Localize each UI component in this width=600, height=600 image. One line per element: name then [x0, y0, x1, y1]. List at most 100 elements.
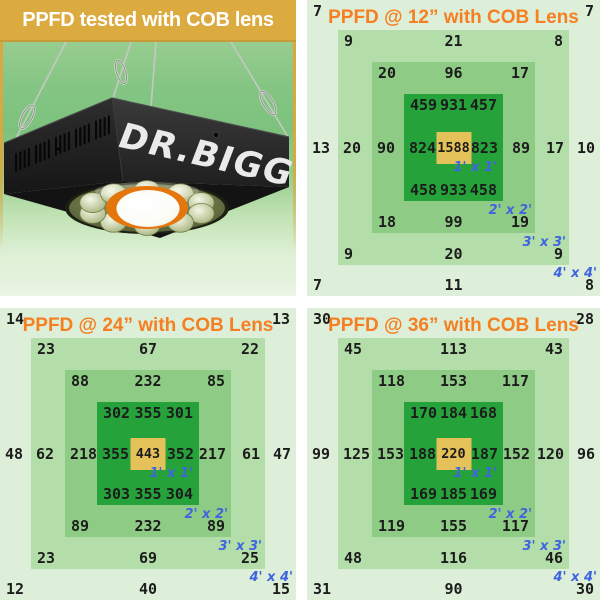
ppfd-value-tl: 45: [344, 340, 363, 358]
ppfd-value-l: 62: [36, 444, 55, 463]
ppfd-grid-24in: PPFD @ 24” with COB Lens 302 355 301 355 352…: [0, 308, 296, 600]
ppfd-value-t: 21: [444, 32, 463, 50]
ppfd-value-bl: 89: [71, 517, 90, 535]
zone-label-2x2: 3' x 3': [522, 235, 567, 250]
ppfd-value-bl: 48: [344, 549, 363, 567]
center-value: 443: [130, 437, 166, 470]
ppfd-value-bl: 169: [410, 485, 438, 503]
ppfd-value-l: 125: [343, 444, 371, 463]
ppfd-value-bl: 9: [344, 245, 354, 263]
ppfd-value-r: 96: [576, 445, 595, 463]
ppfd-value-br: 9: [553, 245, 563, 263]
vent-slots: [14, 115, 110, 173]
zone-label-1x1: 4' x 4': [249, 570, 294, 585]
zone-label-2x2: 3' x 3': [522, 539, 567, 554]
ppfd-value-tr: 13: [271, 310, 290, 328]
ppfd-value-l: 20: [343, 138, 362, 157]
ppfd-value-br: 89: [206, 517, 225, 535]
zone-ring-3x3: 170 184 168 188 187 169 185 169 1' x 1' 220 118 153…: [338, 338, 569, 569]
zone-ring-3x3: 302 355 301 355 352 303 355 304 1' x 1' 443 88 232 8…: [31, 338, 265, 569]
ppfd-value-tl: 20: [378, 64, 397, 82]
zone-label-1x1: 4' x 4': [553, 266, 598, 281]
led-array: [65, 180, 229, 236]
ppfd-value-r: 17: [545, 138, 564, 157]
ppfd-value-tl: 88: [71, 372, 90, 390]
ppfd-value-bl: 23: [37, 549, 56, 567]
ppfd-value-t: 931: [439, 96, 468, 114]
ppfd-value-tr: 117: [501, 372, 529, 390]
grid-title: PPFD @ 36” with COB Lens: [328, 315, 579, 336]
ppfd-value-b: 116: [439, 549, 468, 567]
grid-title: PPFD @ 12” with COB Lens: [328, 7, 579, 28]
ppfd-value-tl: 302: [103, 404, 131, 422]
ppfd-value-r: 823: [470, 138, 498, 157]
ppfd-value-r: 47: [272, 445, 291, 463]
zone-label-4x4: 1' x 1': [453, 465, 498, 481]
ppfd-value-tr: 28: [575, 310, 594, 328]
ppfd-value-bl: 303: [103, 485, 131, 503]
ppfd-value-l: 355: [102, 444, 130, 463]
zone-label-4x4: 1' x 1': [453, 160, 498, 176]
ppfd-value-t: 232: [134, 372, 162, 390]
center-value: 220: [436, 437, 471, 470]
ppfd-value-l: 48: [5, 445, 24, 463]
ppfd-value-r: 10: [576, 139, 595, 157]
ppfd-value-r: 352: [166, 444, 194, 463]
zone-label-3x3: 2' x 2': [184, 507, 229, 522]
ppfd-value-br: 46: [544, 549, 563, 567]
ppfd-value-bl: 119: [378, 517, 406, 535]
ppfd-value-tr: 17: [510, 64, 529, 82]
ppfd-value-l: 13: [312, 139, 331, 157]
cob-lens: [116, 190, 180, 227]
ppfd-value-tr: 22: [240, 340, 259, 358]
grid-title: PPFD @ 24” with COB Lens: [22, 315, 274, 336]
ppfd-value-tr: 301: [165, 404, 193, 422]
ppfd-value-l: 188: [409, 444, 437, 463]
ppfd-value-b: 20: [444, 245, 463, 263]
ppfd-value-bl: 18: [378, 213, 397, 231]
zone-label-4x4: 1' x 1': [149, 465, 194, 481]
ppfd-value-tl: 9: [344, 32, 354, 50]
zone-label-2x2: 3' x 3': [218, 539, 263, 554]
ppfd-value-b: 355: [134, 485, 162, 503]
ppfd-value-tl: 7: [313, 2, 323, 20]
ppfd-value-br: 458: [469, 181, 497, 199]
photo-left-border: [0, 42, 3, 252]
zone-ring-2x2: 459 931 457 824 823 458 933 458 1' x 1' 1588 20 96 1…: [372, 62, 535, 233]
ppfd-value-b: 232: [134, 517, 162, 535]
ppfd-value-br: 169: [469, 485, 497, 503]
ppfd-value-r: 152: [502, 444, 530, 463]
zone-ring-1x1: 459 931 457 824 823 458 933 458 1' x 1' 1588: [404, 94, 503, 201]
ppfd-value-r: 89: [511, 138, 530, 157]
ppfd-grid-36in: PPFD @ 36” with COB Lens 170 184 168 188 187…: [307, 308, 600, 600]
ppfd-value-t: 113: [439, 340, 468, 358]
hanging-wires: [12, 41, 289, 145]
ppfd-value-br: 304: [165, 485, 193, 503]
zone-ring-3x3: 459 931 457 824 823 458 933 458 1' x 1' 1588 20 96 1…: [338, 30, 569, 265]
ppfd-value-br: 19: [510, 213, 529, 231]
ppfd-value-br: 30: [575, 580, 594, 598]
ppfd-value-tr: 457: [469, 96, 497, 114]
ppfd-value-r: 61: [241, 444, 260, 463]
ppfd-value-tl: 170: [410, 404, 438, 422]
ppfd-value-l: 824: [409, 138, 437, 157]
ppfd-value-b: 40: [138, 580, 158, 598]
zone-label-3x3: 2' x 2': [488, 507, 533, 522]
zone-ring-2x2: 302 355 301 355 352 303 355 304 1' x 1' 443 88 232 8…: [65, 370, 231, 537]
ppfd-value-tl: 23: [37, 340, 56, 358]
ppfd-value-bl: 31: [313, 580, 332, 598]
zone-ring-2x2: 170 184 168 188 187 169 185 169 1' x 1' 220 118 153…: [372, 370, 535, 537]
ppfd-value-b: 11: [444, 276, 463, 294]
ppfd-value-bl: 458: [410, 181, 438, 199]
ppfd-value-tr: 7: [584, 2, 594, 20]
ppfd-value-tl: 459: [410, 96, 438, 114]
zone-ring-1x1: 170 184 168 188 187 169 185 169 1' x 1' 220: [404, 402, 503, 505]
photo-banner-text: PPFD tested with COB lens: [22, 8, 274, 31]
center-value: 1588: [436, 131, 471, 164]
ppfd-value-b: 933: [439, 181, 468, 199]
ppfd-value-b: 90: [444, 580, 463, 598]
ppfd-value-l: 99: [312, 445, 331, 463]
ppfd-value-b: 99: [444, 213, 463, 231]
ppfd-value-bl: 12: [6, 580, 25, 598]
